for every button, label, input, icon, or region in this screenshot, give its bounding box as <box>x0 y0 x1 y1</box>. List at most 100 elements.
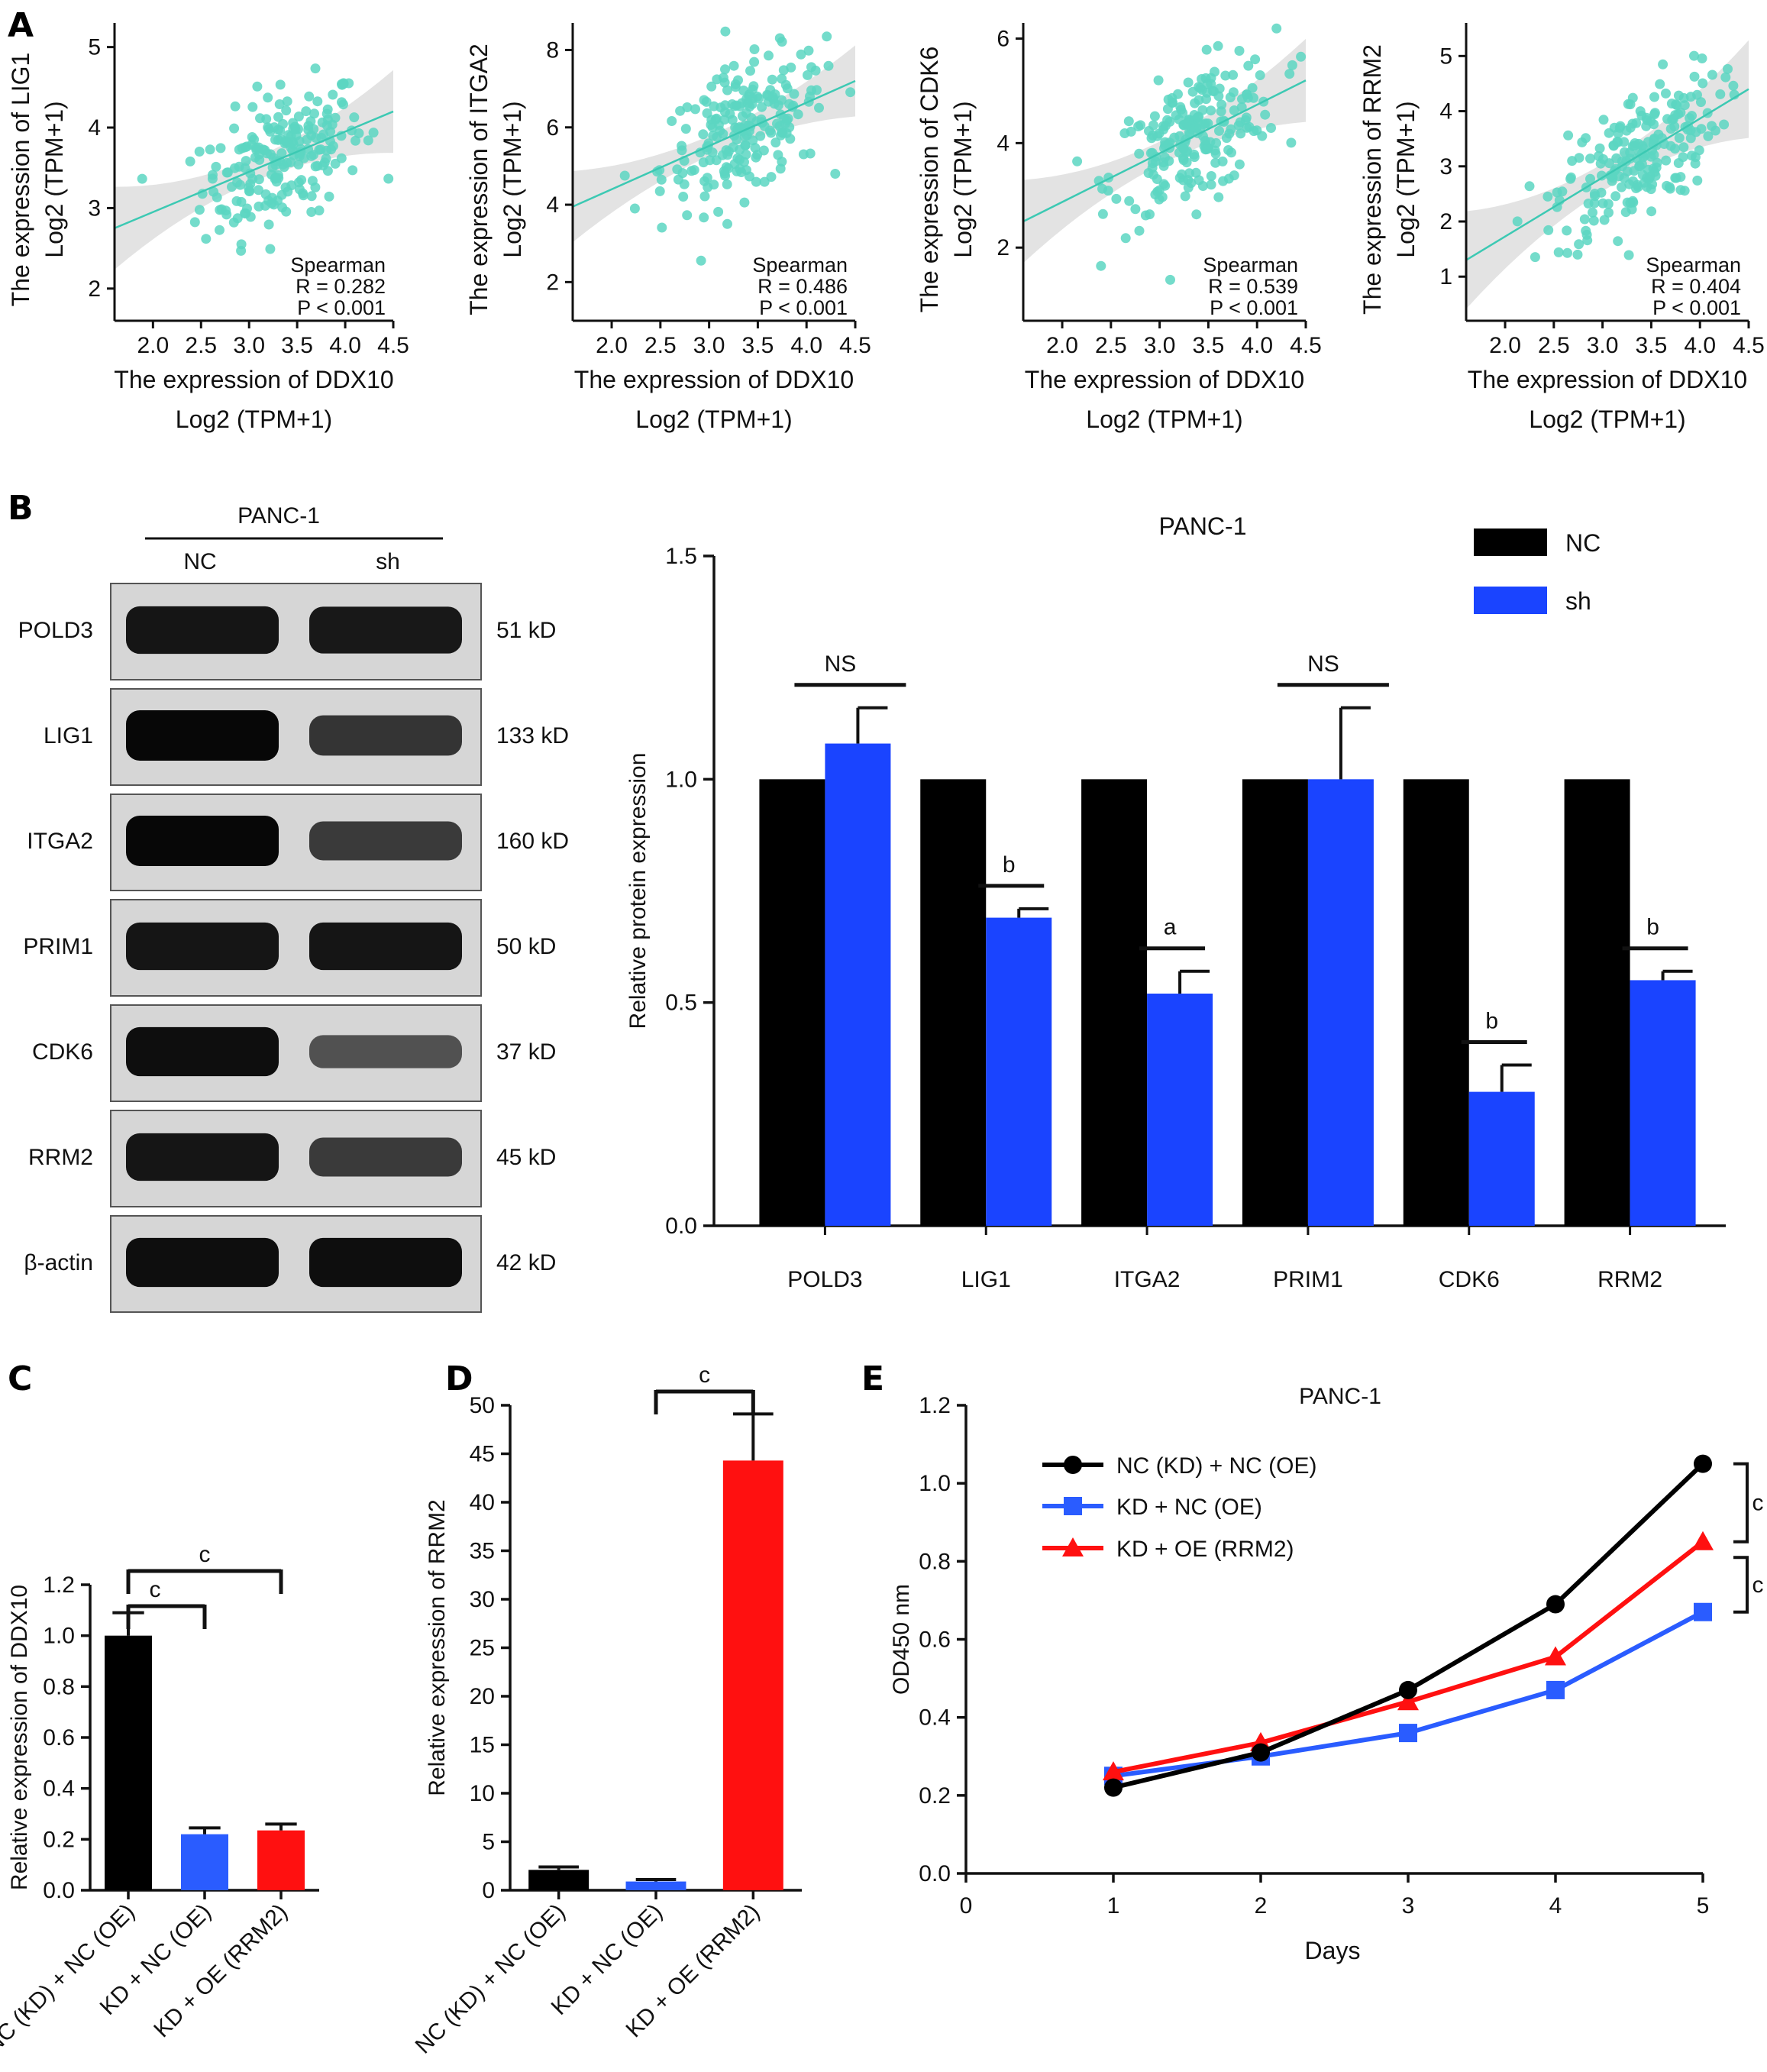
legend-label-sh: sh <box>1565 587 1591 615</box>
blot-size-label: 133 kD <box>496 723 569 748</box>
y-tick-label: 0.6 <box>919 1628 951 1653</box>
blot-protein-label: β-actin <box>24 1250 93 1275</box>
blot-band <box>309 606 462 654</box>
scatter-point <box>1165 116 1175 127</box>
scatter-point <box>1241 112 1252 123</box>
y-tick-label: 2 <box>1439 209 1452 234</box>
scatter-point <box>1707 69 1717 80</box>
scatter-point <box>1177 169 1187 179</box>
scatter-point <box>1189 149 1200 160</box>
scatter-point <box>208 170 218 180</box>
chart-title: PANC-1 <box>1299 1384 1381 1409</box>
bar-nc <box>1403 779 1469 1226</box>
scatter-point <box>312 96 323 107</box>
data-point <box>1546 1680 1565 1699</box>
scatter-point <box>1206 105 1216 116</box>
scatter-point <box>1271 23 1282 34</box>
scatter-point <box>1206 171 1216 181</box>
scatter-point <box>1685 125 1696 136</box>
scatter-point <box>321 145 332 156</box>
x-tick-label: 3.5 <box>1636 333 1668 358</box>
blot-protein-label: LIG1 <box>44 723 93 748</box>
scatter-point <box>265 244 276 254</box>
scatter-point <box>1228 69 1239 80</box>
y-axis-label-unit: Log2 (TPM+1) <box>1392 101 1420 257</box>
scatter-point <box>711 155 722 166</box>
y-tick-label: 40 <box>470 1490 495 1515</box>
scatter-point <box>1723 63 1733 74</box>
scatter-point <box>1634 161 1645 172</box>
scatter-point <box>735 163 745 174</box>
data-point <box>1694 1454 1712 1473</box>
scatter-point <box>368 128 379 138</box>
scatter-point <box>252 81 263 92</box>
scatter-point <box>1671 173 1681 183</box>
scatter-point <box>1643 137 1653 147</box>
scatter-point <box>1097 208 1108 219</box>
x-tick-label: 3 <box>1402 1893 1415 1918</box>
blot-band <box>309 715 462 756</box>
scatter-point <box>1543 225 1554 235</box>
scatter-point <box>1585 173 1595 184</box>
scatter-point <box>1639 177 1649 188</box>
regression-line <box>1022 79 1307 223</box>
y-tick-label: 1.0 <box>43 1624 75 1649</box>
scatter-point <box>1552 187 1562 198</box>
x-axis-label-unit: Log2 (TPM+1) <box>176 406 332 433</box>
scatter-point <box>231 196 242 206</box>
y-tick-label: 8 <box>546 37 559 63</box>
scatter-point <box>1158 160 1169 171</box>
scatter-point <box>682 210 693 221</box>
x-tick-label: RRM2 <box>1597 1267 1662 1292</box>
scatter-point <box>276 148 287 159</box>
scatter-point <box>185 156 195 166</box>
scatter-point <box>1572 249 1583 260</box>
scatter-point <box>1649 119 1659 130</box>
panel-label-e: E <box>861 1359 885 1398</box>
scatter-point <box>845 87 856 98</box>
scatter-point <box>1512 216 1523 227</box>
scatter-point <box>1255 70 1265 80</box>
scatter-point <box>1685 92 1696 102</box>
blot-size-label: 51 kD <box>496 618 556 643</box>
scatter-point <box>310 161 321 172</box>
scatter-point <box>298 188 308 199</box>
blot-protein-label: POLD3 <box>18 618 93 643</box>
scatter-point <box>255 113 265 124</box>
scatter-point <box>1234 46 1245 56</box>
scatter-point <box>723 146 734 157</box>
blot-band <box>309 1137 462 1177</box>
y-axis-label-unit: Log2 (TPM+1) <box>40 101 68 257</box>
scatter-point <box>680 124 691 134</box>
blot-lane-label: sh <box>376 549 400 574</box>
x-tick-label: 3.0 <box>1144 333 1176 358</box>
scatter-point <box>1692 175 1703 186</box>
x-tick-label: 4.5 <box>1733 333 1765 358</box>
scatter-point <box>1199 119 1209 130</box>
scatter-point <box>1715 89 1726 99</box>
scatter-point <box>781 128 792 138</box>
blot-band <box>309 1237 462 1288</box>
scatter-point <box>1184 168 1195 179</box>
scatter-point <box>236 245 247 256</box>
y-tick-label: 6 <box>997 27 1009 52</box>
legend-swatch-sh <box>1474 587 1547 614</box>
scatter-point <box>722 85 732 95</box>
scatter-point <box>1296 51 1307 62</box>
scatter-point <box>739 197 750 208</box>
scatter-point <box>1562 225 1572 236</box>
scatter-point <box>194 205 205 215</box>
scatter-point <box>1674 133 1685 144</box>
y-axis-label: Relative expression of DDX10 <box>7 1585 32 1890</box>
blot-band <box>126 606 279 655</box>
scatter-point <box>1120 233 1131 244</box>
scatter-point <box>363 135 373 146</box>
y-tick-label: 15 <box>470 1733 495 1758</box>
scatter-point <box>1604 128 1614 138</box>
x-tick-label: 4.5 <box>377 333 409 358</box>
x-tick-label: 2.0 <box>596 333 628 358</box>
scatter-point <box>1140 210 1151 221</box>
blot-row-cdk6: CDK6 37 kD <box>32 1004 556 1102</box>
scatter-point <box>1696 97 1706 108</box>
x-tick-label: 2.5 <box>185 333 217 358</box>
